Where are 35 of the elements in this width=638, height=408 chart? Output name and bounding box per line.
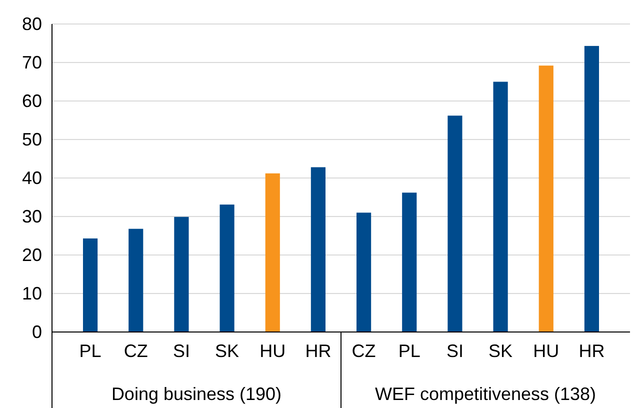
y-tick-label: 30 (22, 206, 42, 226)
x-tick-label: SI (172, 340, 190, 361)
x-tick-label: HU (260, 340, 286, 361)
bar (310, 167, 326, 332)
text: Doing business (190) (111, 384, 282, 404)
x-tick-label: SK (215, 340, 240, 361)
bar (128, 228, 144, 332)
bar (174, 216, 189, 332)
x-tick-label: CZ (352, 340, 376, 361)
bar (448, 116, 462, 332)
x-tick-label: SK (488, 340, 513, 361)
x-tick-label: PL (79, 340, 102, 361)
bar (265, 173, 280, 332)
y-tick-label: 80 (22, 14, 42, 34)
x-tick-label: CZ (124, 340, 148, 361)
bar (220, 204, 234, 332)
x-tick-label: HU (533, 340, 560, 361)
bar (538, 66, 554, 332)
bar (402, 192, 417, 332)
y-tick-label: 20 (22, 244, 42, 265)
x-tick-label: SI (446, 340, 464, 361)
x-tick-label: HR (578, 340, 605, 361)
bar (493, 82, 508, 332)
y-tick-label: 60 (22, 90, 42, 111)
y-tick-label: 10 (22, 283, 42, 304)
x-tick-label: PL (398, 340, 420, 361)
bar (584, 46, 600, 332)
y-tick-label: 40 (22, 168, 42, 188)
bar (82, 238, 98, 332)
x-tick-label: HR (305, 340, 332, 361)
text: WEF competitiveness (138) (374, 384, 596, 404)
y-tick-label: 50 (22, 129, 42, 150)
y-tick-label: 0 (32, 322, 42, 342)
bar (356, 212, 372, 332)
y-tick-label: 70 (22, 52, 42, 72)
